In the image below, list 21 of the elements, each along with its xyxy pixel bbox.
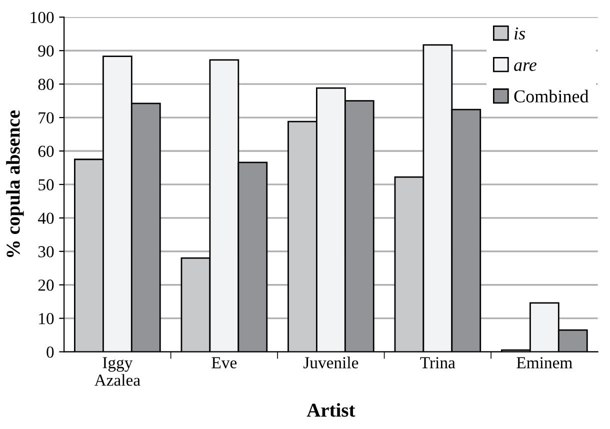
legend-label: is [514,27,526,40]
y-tick-label: 40 [38,212,54,224]
x-tick-label: Juvenile [304,356,358,368]
y-tick-label: 90 [38,45,54,57]
y-tick-label: 50 [38,179,54,190]
y-tick-label: 80 [38,78,54,90]
x-tick-label: Eve [212,357,237,368]
y-tick-label: 10 [39,313,54,324]
y-tick-label: 100 [30,12,54,24]
x-tick-label: Trina [420,357,456,368]
y-tick-label: 30 [38,246,54,258]
x-tick-label: Iggy Azalea [94,357,140,386]
y-tick-label: 20 [38,280,54,291]
x-axis-title: Artist [306,403,356,417]
legend-label: Combined [514,90,589,102]
y-tick-label: 60 [38,146,54,157]
legend-label: are [514,62,537,72]
y-tick-label: 70 [38,112,54,124]
y-axis-title: % copula absence [6,110,24,258]
x-tick-label: Eminem [516,357,572,368]
y-tick-label: 0 [46,346,54,358]
